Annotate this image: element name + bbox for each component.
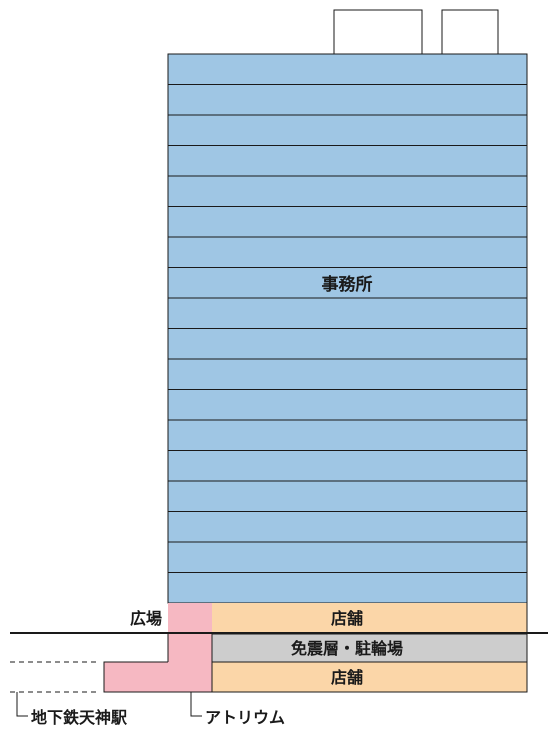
- office-label: 事務所: [322, 274, 373, 295]
- atrium-leader-line: [190, 692, 202, 717]
- rooftop-structure-left: [333, 9, 423, 55]
- seismic-bicycle-block: [211, 633, 528, 663]
- atrium-label: アトリウム: [205, 708, 285, 727]
- atrium-shaft: [168, 634, 212, 662]
- subway-station-label: 地下鉄天神駅: [31, 708, 128, 727]
- basement-outline-lower: [103, 661, 212, 693]
- retail-lower-block: [211, 661, 528, 693]
- retail-upper-block: [212, 603, 527, 633]
- rooftop-structure-right: [441, 9, 499, 55]
- office-floor-lines: [168, 84, 527, 573]
- atrium-lower-block: [104, 662, 212, 692]
- subway-leader-line: [16, 692, 28, 717]
- plaza-atrium-block: [168, 603, 212, 633]
- seismic-bicycle-label: 免震層・駐輪場: [291, 639, 403, 658]
- retail-lower-label: 店舗: [331, 668, 363, 687]
- retail-upper-label: 店舗: [331, 609, 363, 628]
- plaza-label: 広場: [130, 609, 162, 628]
